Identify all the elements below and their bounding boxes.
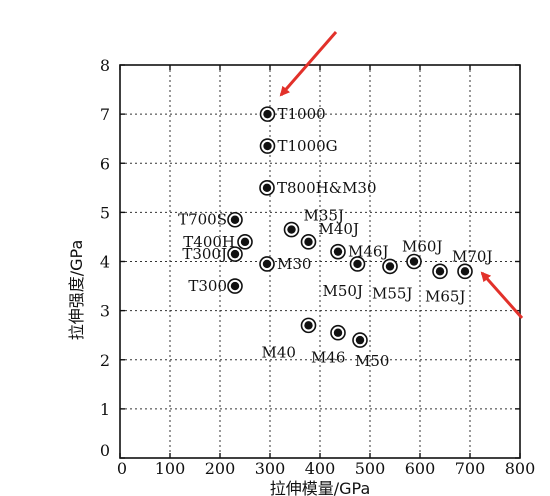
point-label: T800H&M30	[277, 179, 377, 197]
scatter-point-dot	[263, 141, 272, 151]
point-label: T1000	[278, 105, 326, 123]
scatter-point-dot	[385, 262, 395, 271]
scatter-point-dot	[460, 267, 470, 276]
y-tick-label: 4	[100, 253, 110, 272]
scatter-point-dot	[263, 109, 272, 119]
scatter-point	[300, 234, 317, 250]
x-tick-label: 800	[505, 459, 536, 478]
scatter-point-dot	[353, 259, 362, 269]
scatter-point-dot	[333, 328, 343, 337]
scatter-point-dot	[333, 247, 343, 256]
point-label: M60J	[402, 238, 442, 256]
point-label: T300J	[182, 245, 227, 263]
scatter-point	[300, 317, 317, 334]
x-tick-label: 400	[305, 459, 336, 478]
scatter-point-dot	[435, 267, 445, 276]
point-label: M65J	[425, 287, 465, 305]
x-tick-label: 700	[455, 459, 486, 478]
scatter-point-dot	[262, 183, 272, 193]
x-tick-label: 100	[155, 459, 186, 478]
scatter-point-dot	[287, 225, 296, 234]
scatter-point	[227, 211, 243, 228]
x-tick-label: 300	[255, 459, 286, 478]
x-tick-label: 500	[355, 459, 386, 478]
scatter-point	[406, 253, 422, 270]
scatter-point-dot	[240, 237, 250, 247]
y-tick-labels: 0 1 2 3 4 5 6 7 8	[100, 56, 110, 460]
scatter-point-dot	[304, 321, 313, 330]
red-arrow-to-M70J	[480, 271, 524, 319]
scatter-point	[227, 246, 243, 262]
x-tick-labels: 0 100 200 300 400 500 600 700 800	[117, 459, 535, 478]
point-label: M46	[311, 349, 345, 367]
scatter-point	[330, 324, 346, 341]
scatter-point	[352, 332, 368, 348]
point-label: T300	[188, 277, 227, 295]
scatter-point-dot	[355, 335, 365, 345]
tick-marks	[119, 64, 521, 459]
scatter-point	[259, 256, 275, 272]
annotation-arrows	[279, 31, 524, 319]
point-label: T700S	[178, 211, 227, 229]
scatter-point	[259, 138, 276, 154]
y-tick-label: 1	[100, 400, 110, 419]
y-tick-label: 2	[100, 351, 110, 370]
point-label: M55J	[372, 284, 412, 302]
scatter-point	[227, 278, 243, 294]
point-label: M40J	[319, 220, 359, 238]
scatter-point-dot	[230, 281, 240, 291]
scatter-point-dot	[230, 215, 240, 224]
scatter-point-dot	[304, 237, 313, 247]
y-tick-label: 0	[100, 441, 110, 460]
scatter-point	[330, 243, 346, 260]
point-label: M50J	[323, 282, 363, 300]
x-tick-label: 600	[405, 459, 436, 478]
scatter-point	[259, 106, 276, 122]
red-arrow-to-T1000	[279, 31, 338, 97]
y-tick-label: 7	[100, 105, 110, 124]
point-label: T400H	[183, 233, 235, 251]
scatter-point	[457, 263, 473, 280]
data-points	[227, 106, 473, 348]
point-label: M35J	[304, 207, 344, 225]
scatter-point	[349, 256, 366, 272]
x-tick-label: 200	[205, 459, 236, 478]
x-axis-title: 拉伸模量/GPa	[270, 479, 371, 496]
point-label: M70J	[452, 247, 492, 265]
y-tick-label: 3	[100, 302, 110, 321]
point-label: M50	[355, 352, 389, 370]
scatter-point	[237, 234, 253, 250]
scatter-point-dot	[230, 249, 240, 259]
scatter-point	[382, 258, 398, 275]
point-label: T1000G	[278, 137, 338, 155]
x-tick-label: 0	[117, 459, 127, 478]
y-tick-label: 5	[100, 203, 110, 222]
scatter-point	[432, 263, 448, 280]
scatter-point-dot	[262, 259, 272, 269]
scatter-point	[283, 221, 300, 238]
scatter-point	[259, 180, 275, 196]
grid-lines	[120, 65, 520, 458]
point-label: M40	[262, 343, 296, 361]
y-tick-label: 6	[100, 154, 110, 173]
y-tick-label: 8	[100, 56, 110, 75]
y-axis-title: 拉伸强度/GPa	[67, 240, 86, 341]
scatter-point-dot	[409, 257, 419, 266]
point-label: M30	[277, 255, 311, 273]
point-label: M46J	[348, 243, 388, 261]
